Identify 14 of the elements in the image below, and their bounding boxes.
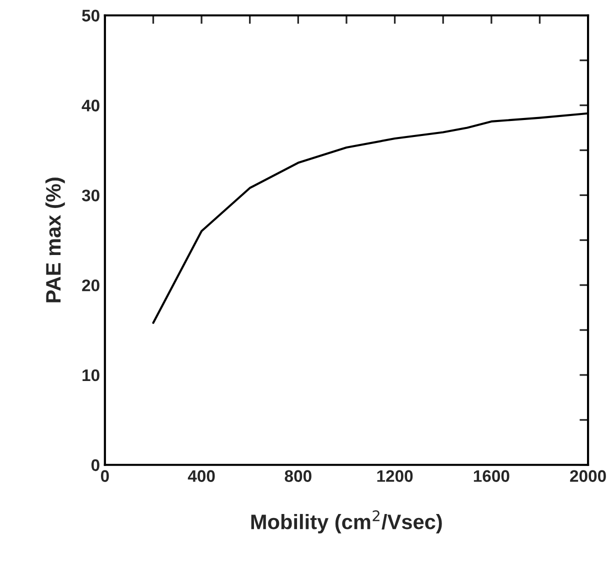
x-tick-label: 0 <box>100 470 109 482</box>
y-tick-label: 40 <box>82 100 100 112</box>
x-tick-label: 2000 <box>570 470 606 482</box>
y-tick-label: 10 <box>82 369 100 382</box>
y-tick-label: 0 <box>91 459 100 472</box>
x-tick-label: 1200 <box>377 470 413 482</box>
y-tick-label: 20 <box>82 279 100 292</box>
y-axis-title: PAE max (%) <box>45 178 65 302</box>
x-tick-label: 400 <box>188 470 215 482</box>
y-tick-label: 30 <box>82 190 100 202</box>
x-axis-title: Mobility (cm$^{2}$/Vsec) <box>251 510 442 534</box>
y-tick-label: 50 <box>82 10 100 22</box>
x-tick-label: 1600 <box>474 470 510 482</box>
x-tick-label: 800 <box>284 470 312 482</box>
